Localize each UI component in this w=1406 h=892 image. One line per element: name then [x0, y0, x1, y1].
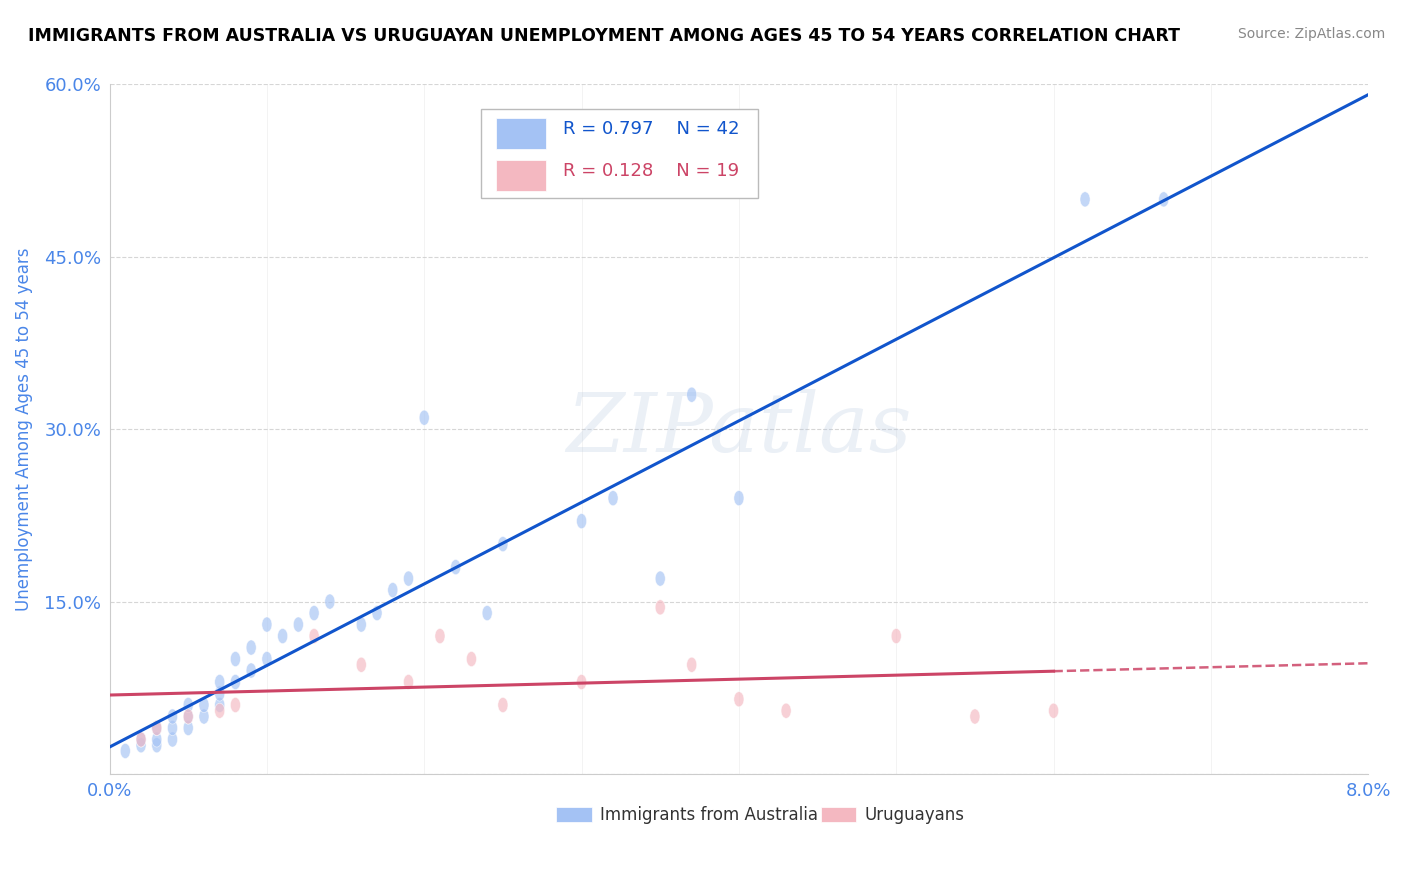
Ellipse shape — [419, 410, 429, 425]
Text: Source: ZipAtlas.com: Source: ZipAtlas.com — [1237, 27, 1385, 41]
Text: Immigrants from Australia: Immigrants from Australia — [600, 805, 818, 823]
Ellipse shape — [136, 732, 146, 747]
Bar — [821, 807, 856, 822]
Text: ZIPatlas: ZIPatlas — [567, 389, 911, 469]
Ellipse shape — [498, 536, 508, 552]
Text: R = 0.797    N = 42: R = 0.797 N = 42 — [562, 120, 740, 138]
Ellipse shape — [576, 514, 586, 529]
Ellipse shape — [782, 703, 792, 718]
Ellipse shape — [404, 674, 413, 690]
Ellipse shape — [1049, 703, 1059, 718]
Ellipse shape — [167, 732, 177, 747]
Ellipse shape — [198, 698, 209, 713]
Ellipse shape — [325, 594, 335, 609]
Ellipse shape — [198, 709, 209, 724]
Ellipse shape — [231, 674, 240, 690]
Ellipse shape — [167, 721, 177, 736]
Text: Uruguayans: Uruguayans — [865, 805, 965, 823]
Ellipse shape — [167, 709, 177, 724]
Ellipse shape — [215, 686, 225, 701]
Text: IMMIGRANTS FROM AUSTRALIA VS URUGUAYAN UNEMPLOYMENT AMONG AGES 45 TO 54 YEARS CO: IMMIGRANTS FROM AUSTRALIA VS URUGUAYAN U… — [28, 27, 1180, 45]
Ellipse shape — [388, 582, 398, 598]
Ellipse shape — [262, 617, 271, 632]
Ellipse shape — [451, 559, 461, 574]
Ellipse shape — [404, 571, 413, 586]
Ellipse shape — [498, 698, 508, 713]
Ellipse shape — [655, 599, 665, 615]
Ellipse shape — [231, 698, 240, 713]
Ellipse shape — [262, 651, 271, 666]
Ellipse shape — [215, 703, 225, 718]
Ellipse shape — [576, 674, 586, 690]
Ellipse shape — [467, 651, 477, 666]
Ellipse shape — [294, 617, 304, 632]
Ellipse shape — [183, 721, 193, 736]
Bar — [496, 160, 547, 191]
Ellipse shape — [183, 709, 193, 724]
Ellipse shape — [183, 709, 193, 724]
Ellipse shape — [152, 721, 162, 736]
Ellipse shape — [215, 674, 225, 690]
Ellipse shape — [136, 738, 146, 753]
Ellipse shape — [246, 663, 256, 678]
Ellipse shape — [152, 732, 162, 747]
Ellipse shape — [246, 640, 256, 655]
Ellipse shape — [152, 738, 162, 753]
Ellipse shape — [891, 629, 901, 644]
Ellipse shape — [231, 651, 240, 666]
Ellipse shape — [152, 721, 162, 736]
Ellipse shape — [1159, 192, 1168, 207]
FancyBboxPatch shape — [481, 109, 758, 198]
Text: R = 0.128    N = 19: R = 0.128 N = 19 — [562, 162, 738, 180]
Y-axis label: Unemployment Among Ages 45 to 54 years: Unemployment Among Ages 45 to 54 years — [15, 247, 32, 611]
Ellipse shape — [970, 709, 980, 724]
Ellipse shape — [277, 629, 288, 644]
Ellipse shape — [356, 657, 367, 673]
Ellipse shape — [309, 629, 319, 644]
Ellipse shape — [434, 629, 446, 644]
Ellipse shape — [482, 606, 492, 621]
Ellipse shape — [734, 691, 744, 706]
Bar — [557, 807, 592, 822]
Ellipse shape — [686, 657, 697, 673]
Ellipse shape — [356, 617, 367, 632]
Ellipse shape — [607, 491, 619, 506]
Ellipse shape — [1080, 192, 1090, 207]
Ellipse shape — [309, 606, 319, 621]
Ellipse shape — [121, 743, 131, 758]
Ellipse shape — [686, 387, 697, 402]
Bar — [496, 118, 547, 149]
Ellipse shape — [183, 698, 193, 713]
Ellipse shape — [655, 571, 665, 586]
Ellipse shape — [373, 606, 382, 621]
Ellipse shape — [734, 491, 744, 506]
Ellipse shape — [136, 732, 146, 747]
Ellipse shape — [215, 698, 225, 713]
